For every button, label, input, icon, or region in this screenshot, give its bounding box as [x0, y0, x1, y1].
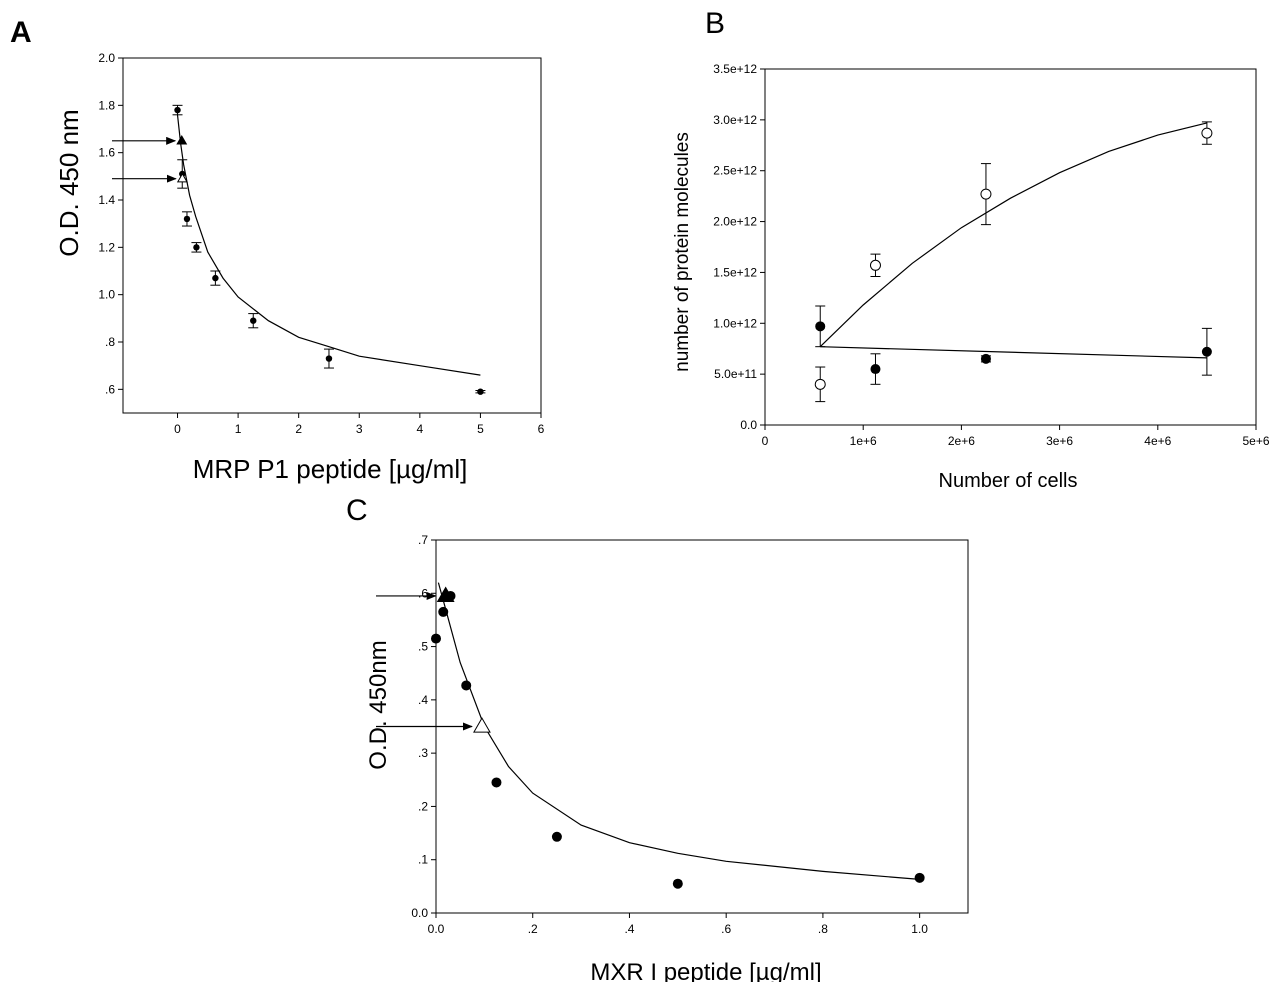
y-tick-label: 0.0	[411, 906, 428, 920]
data-point	[325, 355, 333, 362]
x-tick-label: 2	[295, 422, 302, 436]
y-tick-label: 2.0e+12	[713, 215, 757, 229]
y-tick-label: 1.2	[98, 240, 115, 254]
data-point	[815, 321, 826, 332]
y-tick-label: 5.0e+11	[714, 367, 757, 381]
x-tick-label: .6	[721, 922, 731, 936]
panel-letter-a: A	[10, 16, 32, 49]
x-tick-label: 3	[356, 422, 363, 436]
y-tick-label: .1	[418, 853, 428, 867]
y-tick-label: 1.0e+12	[713, 316, 757, 330]
x-tick-label: 1	[235, 422, 242, 436]
y-tick-label: .3	[418, 746, 428, 760]
data-point-triangle	[436, 586, 455, 603]
data-point	[438, 606, 449, 617]
fit-curve	[437, 582, 920, 880]
x-axis-label: MXR I peptide [µg/ml]	[590, 959, 821, 982]
panel-a-chart: A 0 1 2 3 4 5 6 .6 .8 1.0 1.2 1.4 1.6 1.8 2.0 MRP P1 pep…	[10, 16, 545, 484]
x-tick-label: 4e+6	[1144, 434, 1171, 448]
panel-letter-b: B	[705, 7, 725, 40]
data-point	[491, 777, 502, 788]
y-tick-label: .5	[418, 640, 428, 654]
x-tick-label: 0.0	[428, 922, 445, 936]
data-point	[814, 378, 826, 390]
y-tick-label: 1.0	[98, 288, 115, 302]
data-point	[477, 388, 484, 395]
y-tick-label: .2	[418, 799, 428, 813]
data-point	[869, 259, 881, 271]
x-tick-label: .8	[818, 922, 828, 936]
x-tick-label: 5	[477, 422, 484, 436]
data-point	[870, 364, 881, 375]
plot-frame	[764, 68, 1257, 426]
data-point	[174, 106, 181, 114]
fit-curve	[176, 114, 481, 376]
data-point	[183, 215, 191, 223]
data-point	[1201, 346, 1212, 357]
x-tick-label: 1e+6	[850, 434, 877, 448]
data-point	[250, 317, 257, 324]
y-tick-label: 1.6	[98, 146, 115, 160]
x-tick-label: 5e+6	[1242, 434, 1269, 448]
data-point	[672, 878, 683, 889]
fit-curve	[820, 346, 1207, 359]
data-point	[431, 633, 441, 644]
y-tick-label: .6	[418, 586, 428, 600]
x-axis-label: MRP P1 peptide [µg/ml]	[193, 454, 468, 484]
data-point	[1201, 127, 1213, 139]
y-axis-label: number of protein molecules	[672, 132, 693, 372]
data-point	[980, 188, 992, 200]
x-tick-label: 2e+6	[948, 434, 975, 448]
y-tick-label: 3.0e+12	[713, 113, 757, 127]
data-point	[193, 244, 200, 251]
data-point-triangle	[176, 135, 188, 145]
y-tick-label: 2.0	[98, 51, 115, 65]
panel-letter-c: C	[346, 494, 368, 527]
data-point	[551, 831, 562, 842]
panel-b-chart: B 0 1e+6 2e+6 3e+6 4e+6 5e+6 0.0 5.0e+11 1.0e+12 1…	[672, 7, 1270, 492]
y-tick-label: 1.5e+12	[713, 265, 757, 279]
data-point-triangle	[473, 717, 491, 733]
x-tick-label: 0	[762, 434, 769, 448]
x-tick-label: 1.0	[911, 922, 928, 936]
data-point	[914, 872, 925, 883]
y-tick-label: 0.0	[740, 418, 757, 432]
fit-curve	[819, 122, 1208, 348]
panel-c-chart: C 0.0 .2 .4 .6 .8 1.0 0.0 .1 .2 .3 .4 .5 .6 .7 MXR I pe…	[346, 494, 969, 982]
data-point	[980, 353, 991, 364]
y-axis-label: O.D. 450nm	[365, 640, 392, 769]
x-tick-label: 3e+6	[1046, 434, 1073, 448]
y-tick-label: .7	[418, 533, 428, 547]
y-tick-label: .8	[105, 335, 115, 349]
x-tick-label: 0	[174, 422, 181, 436]
y-tick-label: .6	[105, 382, 115, 396]
y-tick-label: .4	[418, 693, 428, 707]
x-tick-label: 6	[538, 422, 545, 436]
x-tick-label: .4	[624, 922, 634, 936]
y-axis-label: O.D. 450 nm	[54, 109, 84, 256]
y-tick-label: 1.8	[98, 98, 115, 112]
y-tick-label: 2.5e+12	[713, 164, 757, 178]
y-tick-label: 1.4	[98, 193, 115, 207]
x-axis-label: Number of cells	[939, 470, 1078, 492]
y-tick-label: 3.5e+12	[713, 62, 757, 76]
plot-frame	[122, 57, 542, 414]
data-point	[212, 274, 219, 282]
data-point-triangle	[176, 172, 188, 183]
x-tick-label: 4	[416, 422, 423, 436]
x-tick-label: .2	[528, 922, 538, 936]
data-point	[461, 680, 472, 691]
